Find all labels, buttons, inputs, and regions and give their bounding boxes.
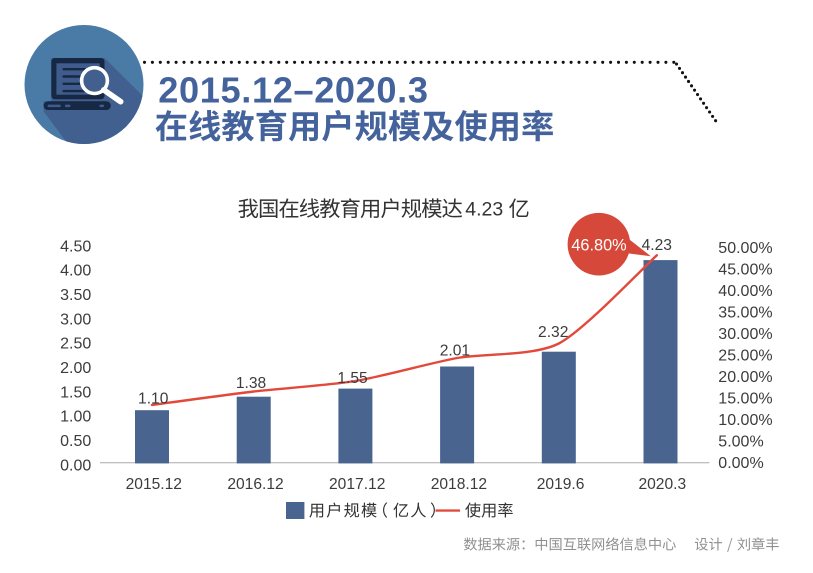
svg-text:4.00: 4.00 bbox=[60, 263, 91, 280]
svg-text:2015.12–2020.3: 2015.12–2020.3 bbox=[158, 70, 428, 111]
svg-text:1.38: 1.38 bbox=[236, 375, 266, 392]
svg-text:15.00%: 15.00% bbox=[718, 390, 772, 407]
svg-text:3.00: 3.00 bbox=[60, 311, 91, 328]
svg-text:25.00%: 25.00% bbox=[718, 347, 772, 364]
svg-text:4.50: 4.50 bbox=[60, 238, 91, 255]
svg-text:2017.12: 2017.12 bbox=[329, 476, 385, 493]
svg-text:0.50: 0.50 bbox=[60, 433, 91, 450]
svg-text:40.00%: 40.00% bbox=[718, 283, 772, 300]
svg-text:46.80%: 46.80% bbox=[571, 236, 626, 254]
svg-text:30.00%: 30.00% bbox=[718, 326, 772, 343]
svg-text:2.32: 2.32 bbox=[538, 324, 568, 341]
svg-text:4.23: 4.23 bbox=[465, 198, 503, 220]
svg-text:2019.6: 2019.6 bbox=[537, 476, 585, 493]
svg-text:0.00%: 0.00% bbox=[718, 455, 763, 472]
svg-text:5.00%: 5.00% bbox=[718, 433, 763, 450]
svg-text:1.00: 1.00 bbox=[60, 409, 91, 426]
svg-text:1.55: 1.55 bbox=[337, 370, 368, 387]
svg-text:35.00%: 35.00% bbox=[718, 305, 772, 322]
svg-text:3.50: 3.50 bbox=[60, 287, 91, 304]
svg-text:1.10: 1.10 bbox=[138, 390, 169, 407]
svg-text:45.00%: 45.00% bbox=[718, 262, 772, 279]
svg-text:4.23: 4.23 bbox=[642, 237, 672, 254]
svg-text:2.01: 2.01 bbox=[440, 343, 470, 360]
svg-text:2016.12: 2016.12 bbox=[227, 476, 283, 493]
svg-text:1.50: 1.50 bbox=[60, 384, 91, 401]
svg-text:2.00: 2.00 bbox=[60, 360, 91, 377]
svg-text:2015.12: 2015.12 bbox=[126, 476, 182, 493]
svg-text:2018.12: 2018.12 bbox=[431, 476, 487, 493]
svg-text:10.00%: 10.00% bbox=[718, 412, 772, 429]
svg-text:50.00%: 50.00% bbox=[718, 240, 772, 257]
svg-text:0.00: 0.00 bbox=[60, 457, 91, 474]
svg-text:2.50: 2.50 bbox=[60, 336, 91, 353]
svg-text:2020.3: 2020.3 bbox=[638, 476, 686, 493]
svg-text:20.00%: 20.00% bbox=[718, 369, 772, 386]
